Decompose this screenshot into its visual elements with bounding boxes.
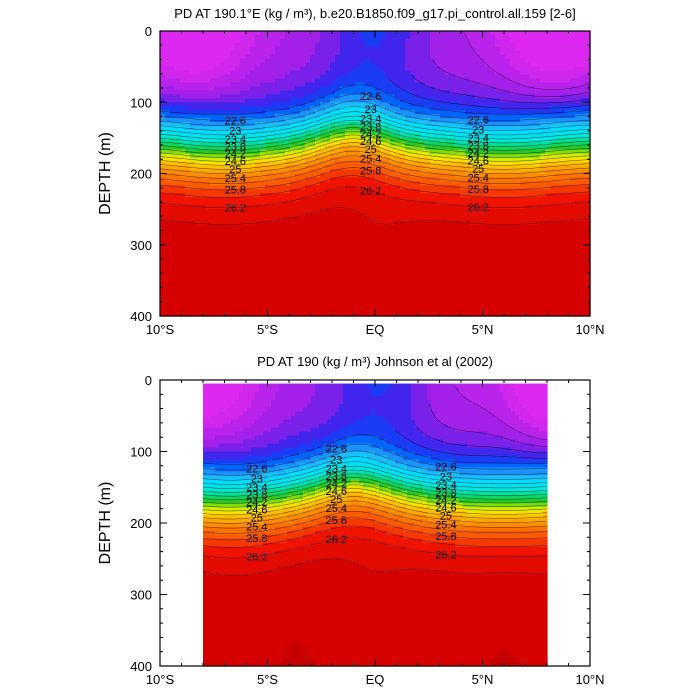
contour-label: 26.2 [225, 203, 246, 215]
contour-label: 25.4 [225, 173, 246, 185]
chart-title: PD AT 190.1°E (kg / m³), b.e20.B1850.f09… [174, 6, 575, 21]
axis-ticks: 10°S 5°S EQ 5°N 10°N 0 100 200 300 400 [130, 24, 604, 337]
contour-label: 25 [440, 510, 452, 522]
contour-label: 23 [229, 125, 241, 137]
contour-label: 25.4 [360, 153, 381, 165]
contour-label: 24.6 [246, 504, 267, 516]
y-tick-label: 100 [130, 95, 152, 110]
x-tick-label: 5°S [257, 672, 278, 687]
x-tick-label: EQ [366, 672, 385, 687]
x-tick-label: 10°N [575, 672, 604, 687]
chart-title: PD AT 190 (kg / m³) Johnson et al (2002) [257, 354, 493, 369]
axis-ticks: 10°S 5°S EQ 5°N 10°N 0 100 200 300 400 [130, 373, 604, 687]
contour-label: 25.4 [467, 172, 488, 184]
chart-panel-2: 22.62323.423.824.224.62525.425.826.222.6… [97, 354, 605, 687]
contour-label: 24.2 [435, 495, 456, 507]
contour-label: 22.6 [326, 443, 347, 455]
contour-label: 23 [251, 474, 263, 486]
contour-label: 24.2 [326, 478, 347, 490]
y-tick-label: 300 [130, 238, 152, 253]
y-axis-label: DEPTH (m) [97, 132, 114, 215]
contour-label: 25.4 [326, 503, 347, 515]
contour-label: 24.2 [246, 497, 267, 509]
chart-panel-1: 22.62323.423.824.224.62525.425.826.222.6… [97, 6, 605, 337]
y-tick-label: 400 [130, 659, 152, 674]
contour-label: 23.8 [326, 471, 347, 483]
contour-label: 24.2 [467, 148, 488, 160]
contour-label: 23 [330, 455, 342, 467]
x-tick-label: 10°S [146, 322, 175, 337]
contour-label: 23.8 [225, 141, 246, 153]
contour-label: 24.6 [360, 136, 381, 148]
x-tick-label: 5°N [472, 672, 494, 687]
contour-label: 24.6 [326, 486, 347, 498]
contour-label: 23 [440, 472, 452, 484]
contour-label: 22.6 [467, 115, 488, 127]
y-tick-label: 0 [145, 373, 152, 388]
contour-label: 25 [330, 494, 342, 506]
contour-label: 25 [229, 164, 241, 176]
x-tick-label: EQ [366, 322, 385, 337]
x-tick-label: 10°S [146, 672, 175, 687]
contour-label: 24.2 [360, 129, 381, 141]
contour-label: 23.4 [225, 134, 246, 146]
contour-lines [202, 385, 548, 576]
x-tick-label: 5°N [472, 322, 494, 337]
contour-labels: 22.62323.423.824.224.62525.425.826.222.6… [246, 443, 457, 563]
contour-label: 25.4 [435, 520, 456, 532]
contour-label: 22.6 [360, 91, 381, 103]
y-tick-label: 200 [130, 516, 152, 531]
y-tick-label: 200 [130, 167, 152, 182]
y-tick-label: 300 [130, 588, 152, 603]
contour-label: 24.6 [435, 502, 456, 514]
contour-label: 26.2 [467, 202, 488, 214]
contour-label: 25.8 [467, 184, 488, 196]
contour-labels: 22.62323.423.824.224.62525.425.826.222.6… [225, 91, 489, 215]
contour-label: 25 [472, 163, 484, 175]
contour-label: 25 [251, 512, 263, 524]
contour-label: 26.2 [326, 534, 347, 546]
contour-label: 23.8 [467, 141, 488, 153]
x-tick-label: 10°N [575, 322, 604, 337]
y-tick-label: 0 [145, 24, 152, 39]
contour-label: 25.8 [225, 185, 246, 197]
contour-label: 25.8 [360, 165, 381, 177]
contour-label: 23.8 [435, 488, 456, 500]
contour-label: 24.2 [225, 149, 246, 161]
contour-label: 26.2 [360, 185, 381, 197]
contour-label: 23.4 [360, 114, 381, 126]
contour-label: 24.6 [467, 155, 488, 167]
contour-label: 25 [365, 144, 377, 156]
contour-label: 23 [365, 104, 377, 116]
contour-label: 25.8 [435, 531, 456, 543]
contour-label: 22.6 [246, 464, 267, 476]
contour-label: 25.8 [326, 515, 347, 527]
x-tick-label: 5°S [257, 322, 278, 337]
contour-label: 25.8 [246, 533, 267, 545]
contour-label: 26.2 [435, 550, 456, 562]
contour-label: 23.4 [326, 464, 347, 476]
contour-label: 22.6 [435, 462, 456, 474]
contour-lines [159, 32, 591, 225]
contour-label: 25.4 [246, 521, 267, 533]
contour-label: 22.6 [225, 115, 246, 127]
contour-label: 23.4 [246, 482, 267, 494]
contour-label: 26.2 [246, 551, 267, 563]
contour-label: 23.8 [360, 121, 381, 133]
contour-label: 24.6 [225, 156, 246, 168]
contour-label: 23.4 [435, 480, 456, 492]
contour-label: 23.4 [467, 133, 488, 145]
contour-label: 23.8 [246, 490, 267, 502]
y-axis-label: DEPTH (m) [97, 482, 114, 565]
contour-fill [160, 31, 591, 317]
contour-label: 23 [472, 125, 484, 137]
y-tick-label: 400 [130, 309, 152, 324]
y-tick-label: 100 [130, 445, 152, 460]
